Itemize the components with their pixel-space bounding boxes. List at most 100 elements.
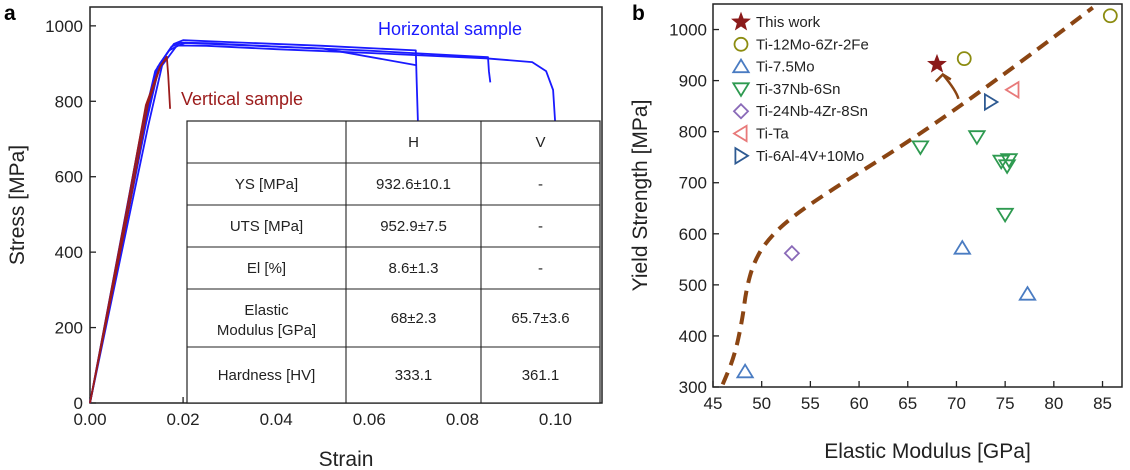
x-axis-label: Elastic Modulus [GPa] bbox=[824, 440, 1031, 463]
x-tick-label: 75 bbox=[996, 394, 1015, 413]
y-tick-label: 800 bbox=[55, 92, 83, 111]
x-tick-label: 0.08 bbox=[446, 410, 479, 429]
panel-b-points bbox=[735, 8, 1118, 379]
legend-marker-triangle-right bbox=[734, 146, 750, 166]
x-tick-label: 60 bbox=[850, 394, 869, 413]
x-tick-label: 0.10 bbox=[539, 410, 572, 429]
y-tick-label: 700 bbox=[679, 174, 707, 193]
properties-table: H V YS [MPa] 932.6±10.1 - UTS [MPa] 952.9±7.5 -… bbox=[186, 120, 601, 404]
panel-a-label: a bbox=[4, 2, 16, 25]
legend-label: Ti-37Nb-6Sn bbox=[756, 81, 840, 98]
panel-b-label: b bbox=[632, 2, 645, 25]
data-point-triangle-down bbox=[999, 153, 1019, 169]
y-tick-label: 900 bbox=[679, 72, 707, 91]
data-point-circle bbox=[956, 51, 972, 67]
x-tick-label: 0.06 bbox=[353, 410, 386, 429]
data-point-circle bbox=[1102, 8, 1118, 24]
x-axis-label: Strain bbox=[319, 448, 374, 470]
x-tick-label: 80 bbox=[1044, 394, 1063, 413]
table-cell: YS [MPa] bbox=[235, 176, 298, 193]
x-tick-label: 85 bbox=[1093, 394, 1112, 413]
panel-b-legend: This work Ti-12Mo-6Zr-2Fe Ti-7.5Mo Ti-37Nb-… bbox=[731, 11, 869, 166]
table-cell-line: Elastic bbox=[244, 302, 289, 319]
horizontal-sample-curve bbox=[89, 39, 419, 404]
annotation-horizontal-sample: Horizontal sample bbox=[378, 19, 522, 39]
trend-line bbox=[720, 6, 1095, 386]
table-cell: Elastic Modulus [GPa] bbox=[217, 302, 316, 339]
legend-marker-star bbox=[731, 11, 751, 31]
y-tick-label: 1000 bbox=[45, 17, 83, 36]
table-header-cell: H bbox=[408, 134, 419, 151]
x-tick-label: 55 bbox=[801, 394, 820, 413]
table-cell: UTS [MPa] bbox=[230, 218, 303, 235]
table-cell: - bbox=[538, 260, 543, 277]
y-tick-label: 800 bbox=[679, 123, 707, 142]
legend-label: Ti-6Al-4V+10Mo bbox=[756, 148, 864, 165]
data-point-triangle-up bbox=[1018, 285, 1037, 301]
y-axis-label: Stress [MPa] bbox=[6, 145, 29, 265]
table-cell: Hardness [HV] bbox=[218, 367, 316, 384]
y-tick-label: 500 bbox=[679, 276, 707, 295]
legend-marker-triangle-left bbox=[732, 124, 748, 143]
x-tick-label: 70 bbox=[947, 394, 966, 413]
legend-label: Ti-24Nb-4Zr-8Sn bbox=[756, 103, 868, 120]
y-tick-label: 600 bbox=[55, 168, 83, 187]
panel-b-frame bbox=[712, 3, 1123, 388]
y-tick-label: 200 bbox=[55, 319, 83, 338]
table-cell: - bbox=[538, 218, 543, 235]
legend-label: Ti-Ta bbox=[756, 126, 789, 143]
legend-marker-circle bbox=[733, 36, 749, 52]
trend-dashed-line bbox=[720, 6, 1095, 386]
horizontal-sample-curve bbox=[89, 44, 557, 404]
data-point-triangle-up bbox=[952, 239, 972, 255]
data-point-diamond bbox=[783, 244, 801, 262]
data-point-triangle-right bbox=[984, 92, 1000, 112]
y-axis-label: Yield Strength [MPa] bbox=[629, 100, 652, 292]
table-cell: - bbox=[538, 176, 543, 193]
data-point-triangle-down bbox=[997, 159, 1017, 175]
legend-label: This work bbox=[756, 14, 821, 31]
x-tick-label: 45 bbox=[704, 394, 723, 413]
vertical-sample-curve bbox=[89, 58, 167, 404]
table-cell: 361.1 bbox=[522, 367, 560, 384]
table-cell: 333.1 bbox=[395, 367, 433, 384]
data-point-star bbox=[927, 53, 947, 73]
x-tick-label: 0.02 bbox=[167, 410, 200, 429]
horizontal-sample-curve bbox=[89, 41, 416, 404]
vertical-sample-curve bbox=[89, 55, 171, 404]
legend-marker-triangle-down bbox=[731, 82, 751, 98]
legend-marker-triangle-up bbox=[731, 57, 751, 74]
y-tick-label: 400 bbox=[55, 243, 83, 262]
data-point-triangle-down bbox=[995, 207, 1015, 224]
panel-a-axes: 0.00 0.02 0.04 0.06 0.08 0.10 0 200 400 600 800 100… bbox=[6, 6, 603, 470]
y-tick-label: 600 bbox=[679, 225, 707, 244]
table-cell: 952.9±7.5 bbox=[380, 218, 447, 235]
table-cell: 65.7±3.6 bbox=[511, 310, 569, 327]
table-header-cell: V bbox=[535, 134, 545, 151]
panel-a-curves bbox=[89, 39, 557, 404]
data-point-triangle-up bbox=[735, 362, 755, 379]
trend-arrow-head bbox=[934, 72, 952, 83]
y-tick-label: 400 bbox=[679, 327, 707, 346]
legend-marker-diamond bbox=[732, 102, 750, 120]
x-tick-label: 0.04 bbox=[260, 410, 293, 429]
legend-label: Ti-12Mo-6Zr-2Fe bbox=[756, 36, 869, 53]
x-tick-label: 50 bbox=[752, 394, 771, 413]
legend-label: Ti-7.5Mo bbox=[756, 59, 815, 76]
annotation-vertical-sample: Vertical sample bbox=[181, 89, 303, 109]
x-tick-label: 65 bbox=[898, 394, 917, 413]
y-tick-label: 1000 bbox=[669, 21, 707, 40]
table-frame bbox=[186, 120, 601, 404]
table-cell: 8.6±1.3 bbox=[389, 260, 439, 277]
data-point-triangle-left bbox=[1004, 80, 1020, 100]
panel-b-axes: 45 50 55 60 65 70 75 80 85 300 400 500 600 700 800 900 1… bbox=[629, 3, 1123, 463]
table-cell: El [%] bbox=[247, 260, 286, 277]
table-cell: 932.6±10.1 bbox=[376, 176, 451, 193]
table-cell-line: Modulus [GPa] bbox=[217, 322, 316, 339]
x-tick-label: 0.00 bbox=[73, 410, 106, 429]
data-point-triangle-down bbox=[911, 140, 930, 156]
table-cell: 68±2.3 bbox=[391, 310, 437, 327]
data-point-triangle-down bbox=[967, 130, 987, 146]
y-tick-label: 300 bbox=[679, 378, 707, 397]
